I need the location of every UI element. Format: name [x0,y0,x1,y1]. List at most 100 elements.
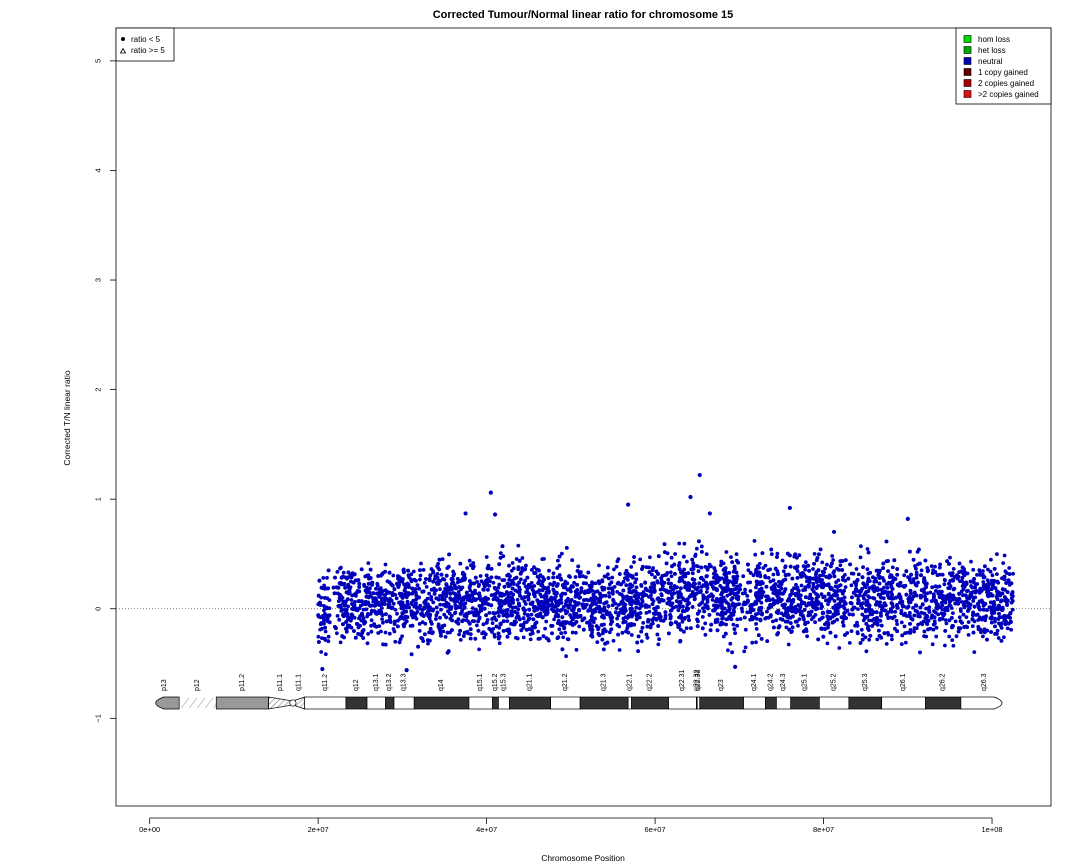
data-point [399,606,404,611]
data-point [677,567,682,572]
data-point [700,615,705,619]
data-point [748,610,753,615]
data-point [579,586,584,591]
data-point [494,575,499,580]
data-point [451,569,455,574]
data-point [968,579,973,584]
data-point [1010,607,1015,612]
data-point [864,649,869,654]
data-point [370,603,374,608]
data-point [951,567,956,571]
data-point [465,630,470,634]
data-point [418,577,422,582]
data-point [543,626,547,631]
data-point [894,618,899,623]
data-point [978,586,983,591]
data-point [635,591,640,596]
data-point [950,638,955,642]
data-point [528,632,533,637]
data-point [420,620,425,624]
data-point [912,629,916,634]
data-point [517,617,522,622]
data-point [528,637,533,642]
data-point [667,631,671,636]
data-point [405,581,410,586]
data-point [507,563,511,568]
data-point [860,587,864,591]
data-point [477,615,482,620]
data-point [498,555,503,560]
data-point [369,623,373,628]
data-point [824,583,829,587]
data-point [778,583,783,588]
data-point [918,605,923,610]
data-point [863,616,867,620]
data-point [678,627,683,632]
data-point [794,566,799,571]
data-point [648,624,653,628]
data-point [884,642,889,646]
data-point [993,624,997,629]
data-point [492,632,497,637]
data-point [516,543,521,548]
data-point [775,551,780,556]
data-point [957,591,961,596]
data-point [492,615,497,620]
data-point [458,605,463,609]
data-point [821,634,826,639]
data-point [612,585,617,589]
data-point [662,542,667,546]
data-point [973,590,978,595]
data-point [743,587,747,592]
data-point [884,539,889,544]
data-point [995,589,999,594]
data-point [570,558,575,562]
data-point [756,633,761,638]
data-point [366,632,370,636]
data-point [400,577,405,582]
data-point [609,627,614,632]
data-point [924,581,929,586]
data-point [866,576,871,581]
data-point [674,599,679,603]
data-point [606,576,611,581]
data-point [624,629,628,634]
data-point [447,552,451,557]
data-point [607,630,612,635]
data-point [379,598,384,603]
data-point [766,596,771,601]
data-point [547,568,551,573]
data-point [489,593,494,597]
data-point [943,597,948,602]
data-point [730,560,735,564]
data-point [826,620,830,625]
data-point [850,595,854,600]
data-point [341,622,345,627]
data-point [719,563,723,568]
data-point [988,592,993,597]
data-point [495,597,500,601]
data-point [796,623,800,628]
data-point [925,591,930,596]
data-point [551,587,556,592]
data-point [975,612,980,617]
data-point [453,592,458,597]
data-point [775,632,780,637]
data-point [599,594,604,599]
data-point [424,585,429,589]
data-point [615,590,620,594]
data-point [653,575,657,580]
data-point [826,592,831,597]
data-point [827,575,832,580]
data-point [803,560,808,565]
data-point [484,620,489,625]
data-point [930,642,935,647]
data-point [511,592,516,597]
data-point [841,578,845,582]
data-point [689,567,694,572]
data-point [863,585,868,590]
data-point [344,607,349,612]
data-point [959,600,964,604]
data-point [438,628,443,633]
data-point [386,598,391,603]
